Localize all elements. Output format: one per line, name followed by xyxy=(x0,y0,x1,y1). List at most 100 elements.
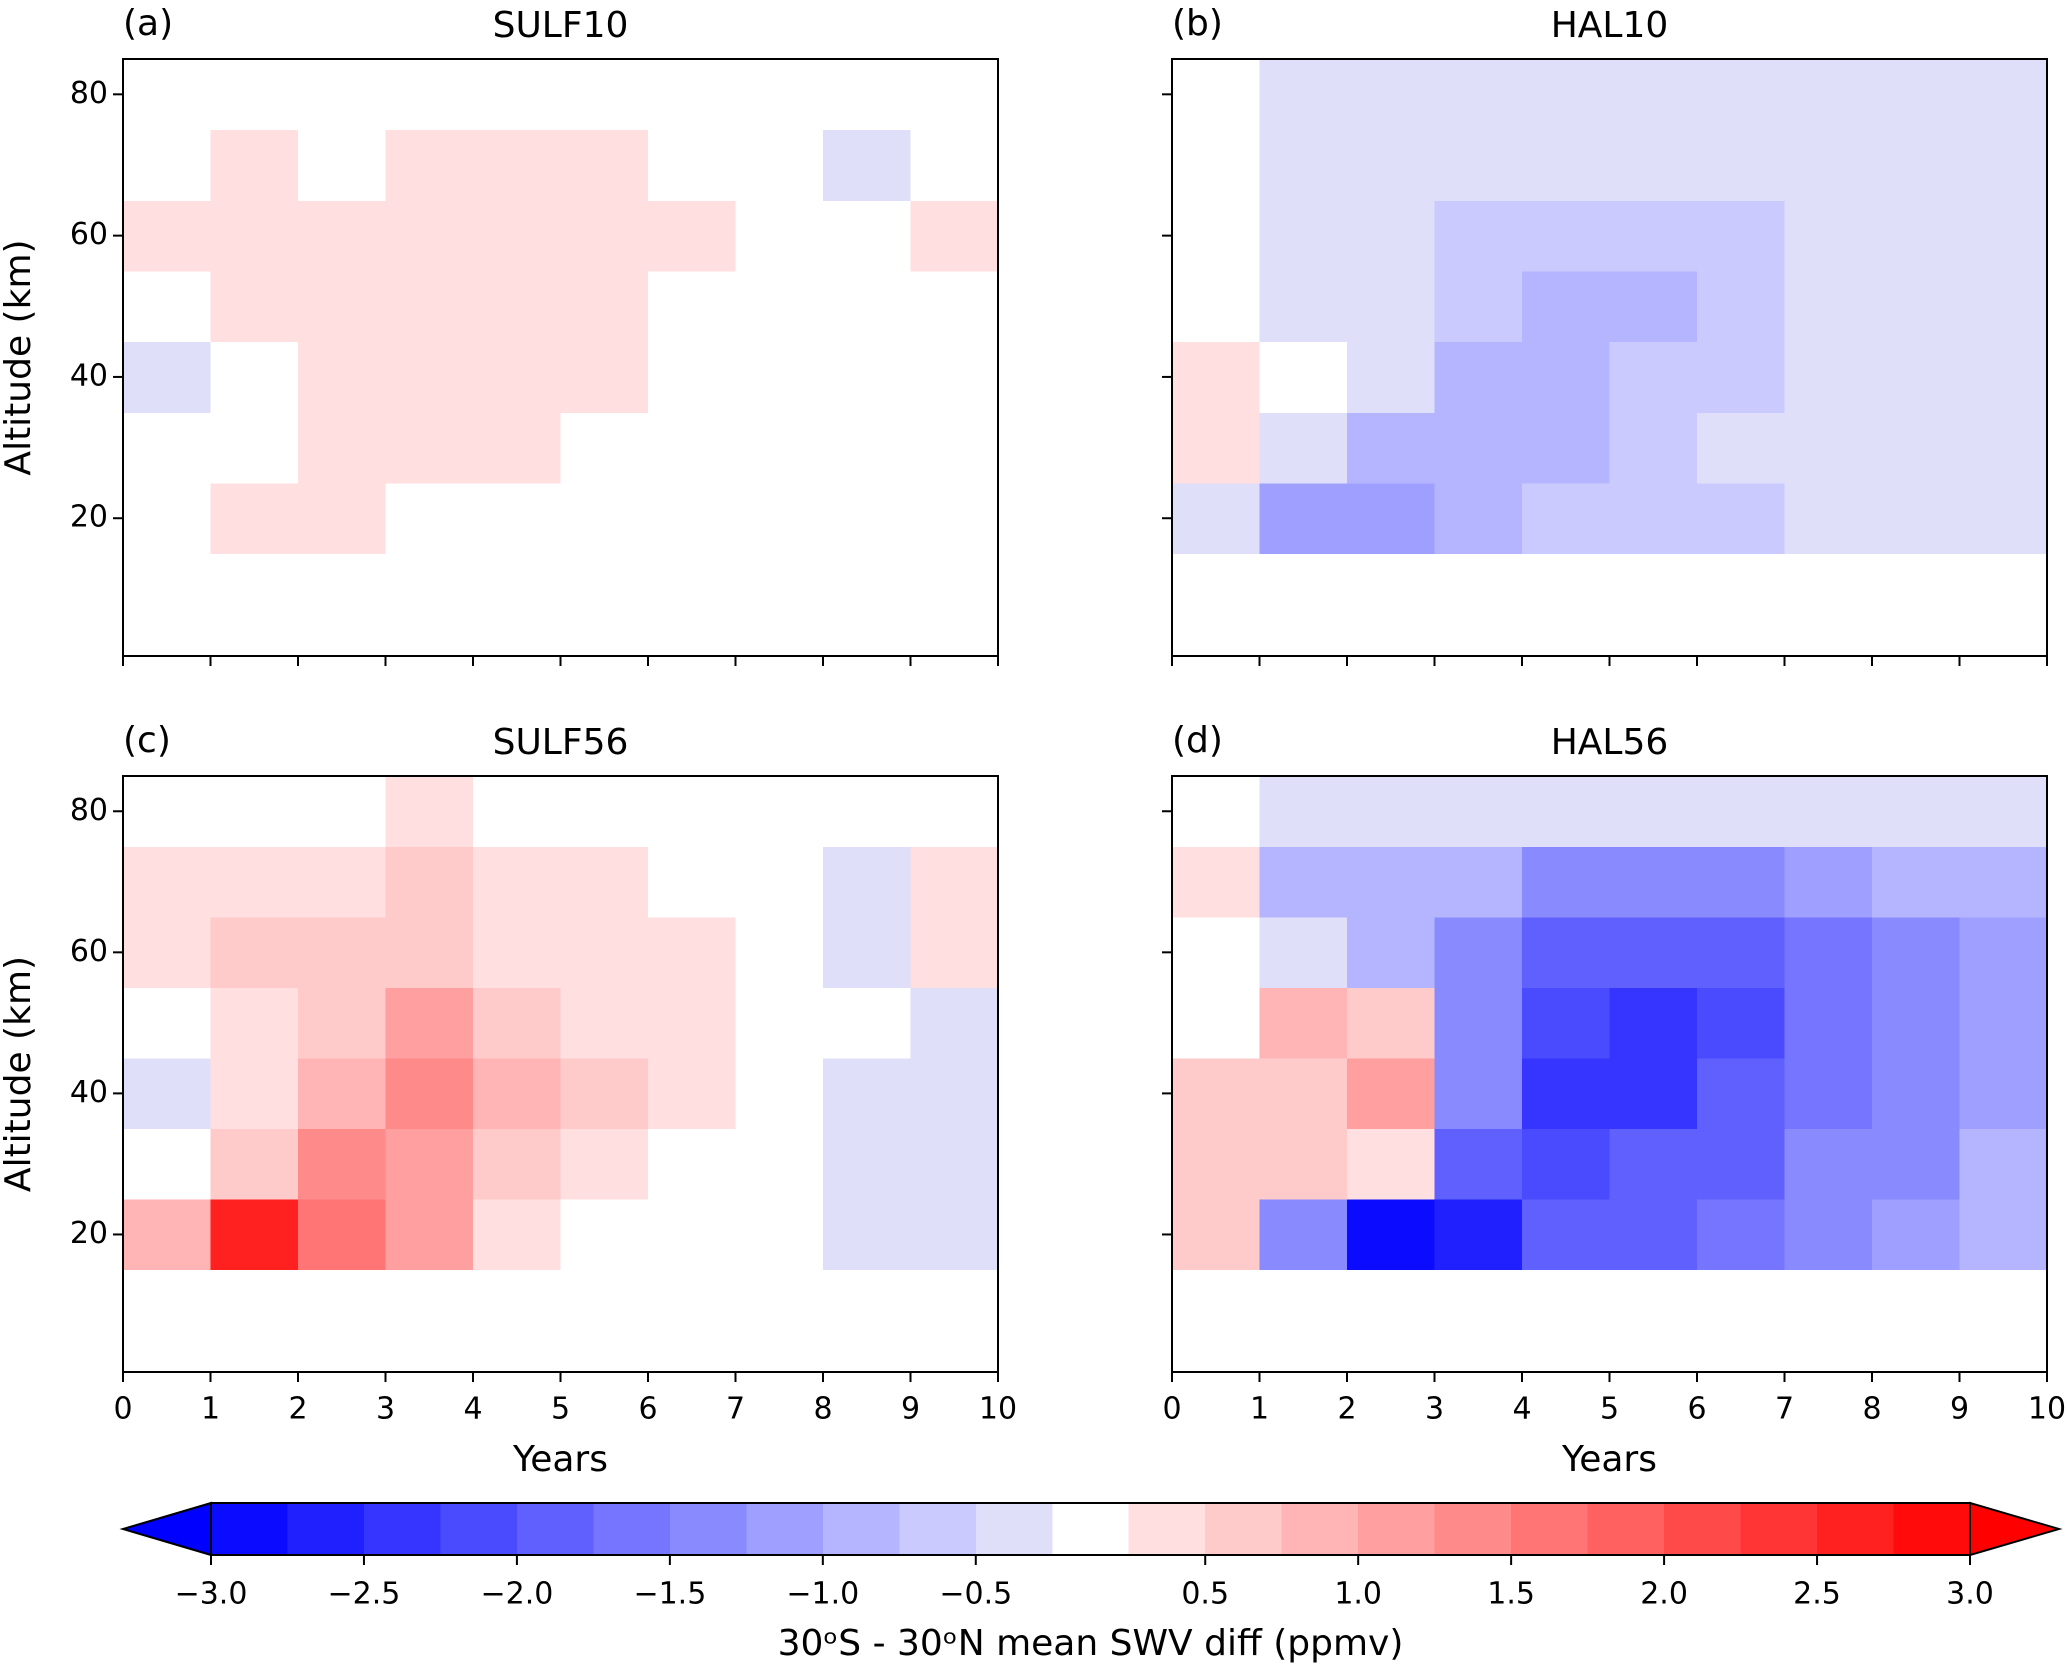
contour-cell xyxy=(473,776,561,848)
contour-cell xyxy=(210,1199,299,1271)
contour-cell xyxy=(560,482,649,555)
contour-cell xyxy=(1172,129,1260,201)
colorbar-tick-label: 1.5 xyxy=(1487,1577,1535,1612)
contour-cell xyxy=(298,987,386,1059)
contour-cell xyxy=(1784,341,1873,413)
contour-cell xyxy=(123,200,211,272)
contour-cell xyxy=(1609,1058,1698,1130)
contour-cell xyxy=(648,482,736,555)
panel-title: SULF10 xyxy=(493,5,629,46)
contour-cell xyxy=(1522,917,1610,989)
contour-cell xyxy=(1959,987,2048,1059)
colorbar-bin xyxy=(669,1503,747,1555)
contour-cell xyxy=(735,270,824,343)
contour-cell xyxy=(560,270,649,343)
contour-cell xyxy=(1697,270,1785,343)
contour-cell xyxy=(1434,776,1523,848)
x-tick-label: 7 xyxy=(726,1392,745,1427)
contour-cell xyxy=(298,1128,386,1200)
colorbar-bin xyxy=(287,1503,365,1555)
contour-cell xyxy=(298,917,386,989)
contour-cell xyxy=(560,1199,649,1271)
contour-cell xyxy=(385,1199,474,1271)
contour-cell xyxy=(1347,1058,1435,1130)
contour-cell xyxy=(123,270,211,343)
contour-cell xyxy=(1697,59,1785,131)
contour-cell xyxy=(823,1199,911,1271)
colorbar-bin xyxy=(746,1503,824,1555)
contour-cell xyxy=(560,776,649,848)
contour-cell xyxy=(1959,1128,2048,1200)
contour-cell xyxy=(473,270,561,343)
contour-cell xyxy=(1434,1199,1523,1271)
contour-cell xyxy=(1872,987,1960,1059)
contour-cell xyxy=(1259,846,1348,918)
contour-cell xyxy=(1784,776,1873,848)
contour-cell xyxy=(1959,1058,2048,1130)
contour-cell xyxy=(473,987,561,1059)
colorbar-bin xyxy=(1358,1503,1436,1555)
contour-cell xyxy=(1347,200,1435,272)
y-axis-label: Altitude (km) xyxy=(0,239,39,475)
colorbar-bin xyxy=(1205,1503,1283,1555)
contour-cell xyxy=(560,59,649,131)
contour-cell xyxy=(823,1128,911,1200)
contour-cell xyxy=(648,917,736,989)
contour-cell xyxy=(473,846,561,918)
contour-cell xyxy=(1697,200,1785,272)
contour-cell xyxy=(1172,412,1260,484)
contour-cell xyxy=(1609,1199,1698,1271)
contour-cell xyxy=(1172,341,1260,413)
contour-cell xyxy=(648,129,736,201)
panel-label: (d) xyxy=(1172,720,1223,761)
contour-cell xyxy=(910,59,999,131)
contour-cell xyxy=(1259,776,1348,848)
contour-cell xyxy=(1784,200,1873,272)
contour-cell xyxy=(1522,846,1610,918)
contour-cell xyxy=(385,1058,474,1130)
x-tick-label: 9 xyxy=(901,1392,920,1427)
contour-cell xyxy=(123,1128,211,1200)
contour-cell xyxy=(1522,270,1610,343)
contour-cell xyxy=(648,1199,736,1271)
contour-cell xyxy=(123,59,211,131)
contour-cell xyxy=(910,341,999,413)
contour-cell xyxy=(560,341,649,413)
contour-cell xyxy=(1959,200,2048,272)
contour-cell xyxy=(1347,59,1435,131)
colorbar-bin xyxy=(1740,1503,1818,1555)
contour-cell xyxy=(1347,917,1435,989)
contour-cell xyxy=(1522,1128,1610,1200)
contour-cell xyxy=(1697,129,1785,201)
contour-cell xyxy=(298,482,386,555)
contour-cell xyxy=(1259,987,1348,1059)
colorbar-bin xyxy=(1281,1503,1359,1555)
contour-cell xyxy=(298,59,386,131)
contour-cell xyxy=(910,1128,999,1200)
contour-cell xyxy=(1347,1128,1435,1200)
contour-cell xyxy=(1609,987,1698,1059)
contour-cell xyxy=(385,482,474,555)
contour-cell xyxy=(1959,776,2048,848)
contour-cell xyxy=(385,129,474,201)
contour-cell xyxy=(1959,846,2048,918)
contour-cell xyxy=(560,412,649,484)
contour-cell xyxy=(1959,270,2048,343)
contour-cell xyxy=(1522,412,1610,484)
contour-cell xyxy=(1434,1128,1523,1200)
contour-cell xyxy=(210,200,299,272)
contour-cell xyxy=(123,917,211,989)
contour-cell xyxy=(1872,917,1960,989)
contour-cell xyxy=(1697,987,1785,1059)
contour-cell xyxy=(1784,917,1873,989)
contour-cell xyxy=(1172,1058,1260,1130)
colorbar-tick-label: 1.0 xyxy=(1334,1577,1382,1612)
contour-cell xyxy=(385,412,474,484)
contour-cell xyxy=(1172,270,1260,343)
contour-cell xyxy=(648,987,736,1059)
x-tick-label: 2 xyxy=(288,1392,307,1427)
contour-cell xyxy=(823,987,911,1059)
contour-cell xyxy=(1434,1058,1523,1130)
